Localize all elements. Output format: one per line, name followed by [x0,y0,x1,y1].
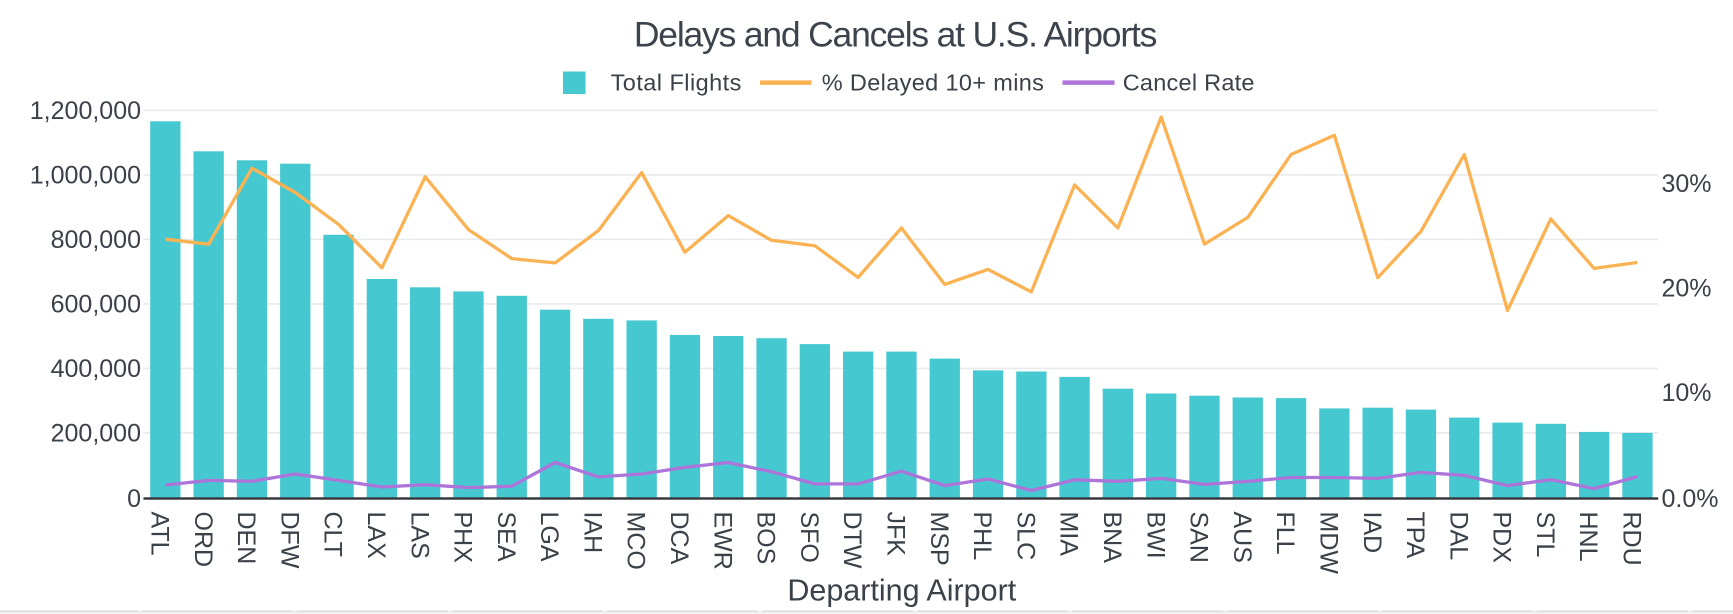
svg-text:10%: 10% [1662,379,1712,407]
svg-text:SEA: SEA [492,512,520,562]
svg-text:HNL: HNL [1574,512,1602,562]
svg-text:% Delayed 10+ mins: % Delayed 10+ mins [822,69,1044,95]
svg-text:FLL: FLL [1271,512,1299,555]
svg-text:1,200,000: 1,200,000 [30,97,141,125]
svg-text:TPA: TPA [1401,512,1429,559]
svg-text:MDW: MDW [1315,512,1343,575]
svg-text:LGA: LGA [535,512,563,562]
svg-text:BOS: BOS [752,512,780,565]
svg-text:Departing Airport: Departing Airport [787,574,1016,608]
svg-text:PHX: PHX [449,512,477,564]
svg-text:600,000: 600,000 [51,291,141,319]
svg-text:AUS: AUS [1228,512,1256,563]
svg-text:Cancel Rate: Cancel Rate [1123,69,1255,95]
svg-text:DTW: DTW [838,512,866,569]
svg-text:IAD: IAD [1358,512,1386,554]
svg-text:MIA: MIA [1055,512,1083,557]
svg-text:LAS: LAS [405,512,433,559]
svg-text:SAN: SAN [1185,512,1213,563]
svg-text:SFO: SFO [795,512,823,563]
svg-text:JFK: JFK [882,512,910,557]
svg-text:ATL: ATL [146,512,174,556]
svg-text:0: 0 [127,485,141,513]
svg-text:MSP: MSP [925,512,953,566]
svg-text:1,000,000: 1,000,000 [30,162,141,190]
svg-text:DAL: DAL [1444,512,1472,561]
svg-text:200,000: 200,000 [51,420,141,448]
svg-text:DEN: DEN [232,512,260,565]
svg-text:30%: 30% [1662,170,1712,198]
svg-text:0.0%: 0.0% [1662,485,1719,513]
svg-text:DCA: DCA [665,512,693,565]
svg-text:PDX: PDX [1488,512,1516,564]
svg-text:MCO: MCO [622,512,650,570]
svg-text:CLT: CLT [319,512,347,557]
svg-text:PHL: PHL [968,512,996,561]
svg-text:400,000: 400,000 [51,355,141,383]
svg-text:Total Flights: Total Flights [611,69,742,95]
svg-text:20%: 20% [1662,274,1712,302]
svg-text:EWR: EWR [708,512,736,570]
svg-text:Delays and Cancels at U.S. Air: Delays and Cancels at U.S. Airports [634,14,1157,54]
svg-text:SLC: SLC [1011,512,1039,561]
svg-text:ORD: ORD [189,512,217,568]
svg-text:IAH: IAH [579,512,607,554]
svg-text:BWI: BWI [1141,512,1169,559]
svg-text:STL: STL [1531,512,1559,558]
svg-text:800,000: 800,000 [51,226,141,254]
svg-text:LAX: LAX [362,512,390,560]
svg-text:RDU: RDU [1618,512,1646,566]
svg-text:DFW: DFW [275,512,303,569]
svg-text:BNA: BNA [1098,512,1126,564]
